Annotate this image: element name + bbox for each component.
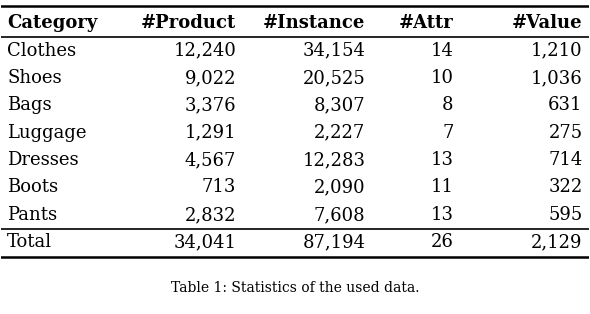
Text: 2,090: 2,090 [314,178,365,197]
Text: 631: 631 [548,96,583,114]
Text: #Value: #Value [512,14,583,32]
Text: Boots: Boots [7,178,58,197]
Text: #Instance: #Instance [263,14,365,32]
Text: 34,041: 34,041 [173,233,236,251]
Text: 26: 26 [431,233,454,251]
Text: Category: Category [7,14,97,32]
Text: 1,291: 1,291 [185,124,236,142]
Text: 10: 10 [431,69,454,87]
Text: 2,129: 2,129 [531,233,583,251]
Text: 14: 14 [431,41,454,60]
Text: Shoes: Shoes [7,69,62,87]
Text: 275: 275 [549,124,583,142]
Text: #Product: #Product [141,14,236,32]
Text: 4,567: 4,567 [185,151,236,169]
Text: Clothes: Clothes [7,41,76,60]
Text: 12,240: 12,240 [173,41,236,60]
Text: 12,283: 12,283 [303,151,365,169]
Text: 2,227: 2,227 [314,124,365,142]
Text: 1,036: 1,036 [531,69,583,87]
Text: 1,210: 1,210 [531,41,583,60]
Text: 8: 8 [442,96,454,114]
Text: 2,832: 2,832 [185,206,236,224]
Text: 11: 11 [431,178,454,197]
Text: 13: 13 [431,206,454,224]
Text: 595: 595 [549,206,583,224]
Text: 3,376: 3,376 [185,96,236,114]
Text: #Attr: #Attr [399,14,454,32]
Text: Luggage: Luggage [7,124,87,142]
Text: Bags: Bags [7,96,52,114]
Text: 714: 714 [549,151,583,169]
Text: 7: 7 [442,124,454,142]
Text: 7,608: 7,608 [314,206,365,224]
Text: 8,307: 8,307 [314,96,365,114]
Text: 87,194: 87,194 [303,233,365,251]
Text: Table 1: Statistics of the used data.: Table 1: Statistics of the used data. [171,281,419,295]
Text: 13: 13 [431,151,454,169]
Text: Pants: Pants [7,206,57,224]
Text: 322: 322 [549,178,583,197]
Text: 9,022: 9,022 [185,69,236,87]
Text: 20,525: 20,525 [303,69,365,87]
Text: Total: Total [7,233,53,251]
Text: Dresses: Dresses [7,151,79,169]
Text: 34,154: 34,154 [303,41,365,60]
Text: 713: 713 [202,178,236,197]
